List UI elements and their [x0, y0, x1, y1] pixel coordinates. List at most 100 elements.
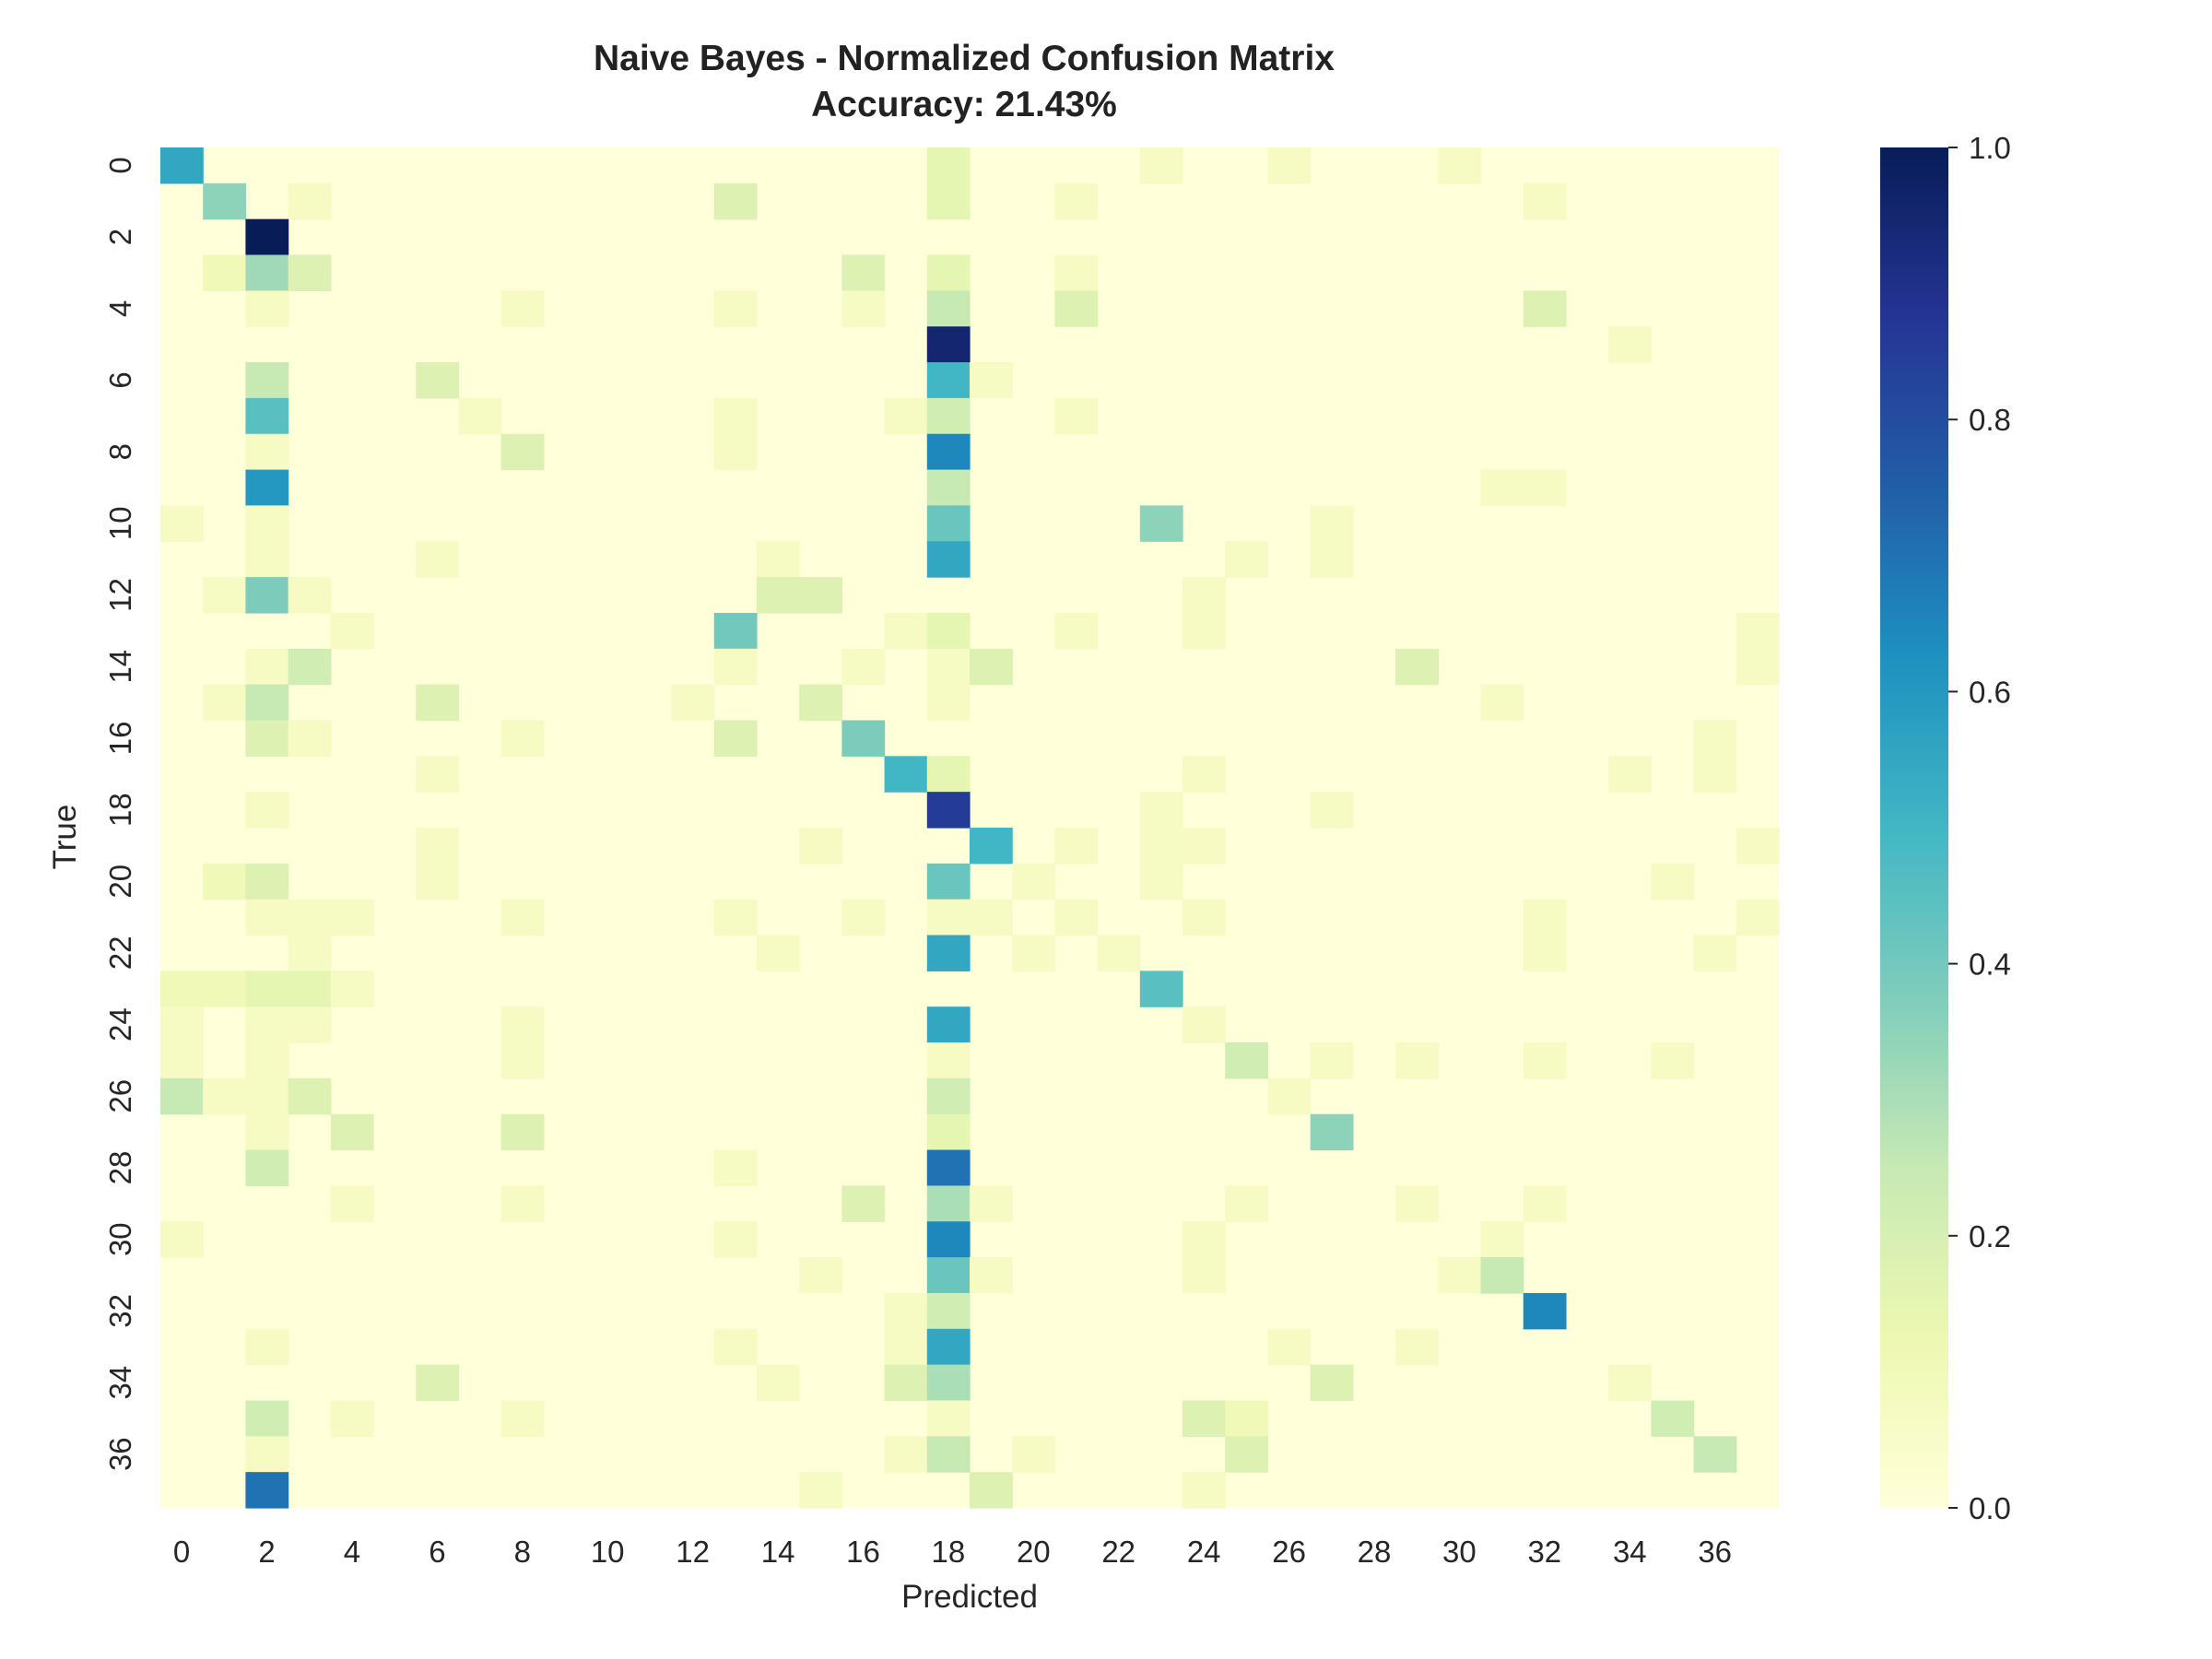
heatmap-cell [1139, 147, 1183, 184]
y-tick-label: 8 [103, 443, 137, 460]
y-tick-label: 0 [103, 157, 137, 173]
heatmap-cell [160, 505, 204, 542]
heatmap-cell [245, 971, 289, 1007]
heatmap-cell [970, 1185, 1013, 1222]
heatmap-cell [1225, 541, 1269, 578]
heatmap-cell [926, 362, 971, 399]
heatmap-cell [500, 433, 545, 471]
heatmap-cell [1480, 684, 1524, 722]
heatmap-cell [1693, 1436, 1737, 1473]
heatmap-cell [926, 1006, 971, 1043]
heatmap-cell [1608, 756, 1652, 793]
heatmap-cell [416, 863, 460, 900]
heatmap-cell [203, 182, 247, 220]
heatmap-cell [288, 935, 332, 971]
heatmap-cell [245, 1472, 289, 1509]
heatmap-cell [1225, 1400, 1269, 1437]
x-tick-label: 26 [1272, 1535, 1306, 1569]
heatmap-cell [1139, 971, 1183, 1007]
heatmap-cell [245, 218, 289, 256]
y-tick-label: 36 [103, 1437, 137, 1471]
heatmap-cell [799, 684, 842, 722]
heatmap-cell [799, 1257, 842, 1294]
heatmap-cell [500, 1042, 545, 1079]
heatmap-cell [1693, 935, 1737, 971]
heatmap-cell [1012, 935, 1056, 971]
heatmap-cell [1182, 1257, 1226, 1294]
heatmap-cell [756, 577, 800, 614]
heatmap-cell [926, 1042, 971, 1079]
heatmap-cell [1395, 1185, 1439, 1222]
heatmap-cell [330, 1113, 374, 1151]
heatmap-cell [245, 1006, 289, 1043]
heatmap-cell [970, 362, 1013, 399]
heatmap-cell [1139, 828, 1183, 865]
heatmap-cell [1139, 505, 1183, 542]
heatmap-cell [245, 899, 289, 936]
heatmap-cell [926, 290, 971, 327]
heatmap-cell [1097, 935, 1141, 971]
y-tick-label: 2 [103, 229, 137, 245]
y-tick-label: 14 [103, 650, 137, 684]
chart-subtitle: Accuracy: 21.43% [811, 85, 1117, 124]
heatmap-cell [926, 1400, 971, 1437]
heatmap-cell [500, 1113, 545, 1151]
heatmap-cell [756, 1364, 800, 1402]
heatmap-cell [970, 899, 1013, 936]
heatmap-cell [160, 971, 204, 1007]
y-tick-label: 6 [103, 371, 137, 388]
heatmap-cell [799, 828, 842, 865]
heatmap-cell [1735, 899, 1780, 936]
heatmap-cell [926, 1292, 971, 1330]
heatmap-cell [416, 362, 460, 399]
heatmap-cell [1182, 577, 1226, 614]
colorbar-tick-label: 0.8 [1969, 403, 2011, 437]
heatmap-cell [1267, 1077, 1312, 1115]
heatmap-cell [288, 254, 332, 291]
heatmap-cell [1310, 505, 1354, 542]
heatmap-cell [713, 433, 758, 471]
heatmap-cell [1651, 1042, 1695, 1079]
x-tick-label: 34 [1613, 1535, 1647, 1569]
heatmap-cell [245, 863, 289, 900]
x-tick-labels: 0 2 4 6 8 10 12 14 16 18 20 22 24 26 28 30 32 34 36 [173, 1535, 1732, 1569]
heatmap-cell [1054, 182, 1099, 220]
heatmap-cell [926, 469, 971, 507]
x-tick-label: 24 [1187, 1535, 1221, 1569]
heatmap-cell [416, 1364, 460, 1402]
heatmap-cell [926, 1328, 971, 1366]
heatmap-cell [671, 684, 715, 722]
heatmap-cell [288, 720, 332, 757]
heatmap-cell [245, 1149, 289, 1187]
heatmap-cell [926, 147, 971, 184]
heatmap-cell [330, 612, 374, 650]
heatmap-cell [1054, 397, 1099, 435]
heatmap-cell [245, 362, 289, 399]
x-tick-label: 6 [429, 1535, 445, 1569]
x-tick-label: 12 [676, 1535, 710, 1569]
heatmap-cell [841, 720, 886, 757]
heatmap-cell [926, 397, 971, 435]
heatmap-cell [713, 290, 758, 327]
heatmap-cell [203, 863, 247, 900]
heatmap-cell [926, 863, 971, 900]
colorbar-tick-label: 0.4 [1969, 947, 2011, 982]
y-tick-label: 18 [103, 793, 137, 827]
heatmap-cell [926, 254, 971, 291]
heatmap-cell [926, 792, 971, 829]
heatmap-cell [245, 397, 289, 435]
heatmap-cell [713, 182, 758, 220]
heatmap-cell [245, 720, 289, 757]
heatmap-cell [1523, 469, 1567, 507]
heatmap-cell [1523, 935, 1567, 971]
x-tick-label: 32 [1527, 1535, 1561, 1569]
heatmap-cell [926, 505, 971, 542]
heatmap-cell [926, 612, 971, 650]
heatmap-cell [970, 1257, 1013, 1294]
y-tick-label: 12 [103, 578, 137, 612]
heatmap-cell [799, 577, 842, 614]
heatmap-cell [1054, 254, 1099, 291]
x-tick-label: 18 [932, 1535, 966, 1569]
colorbar [1880, 147, 1948, 1508]
heatmap-cell [245, 433, 289, 471]
